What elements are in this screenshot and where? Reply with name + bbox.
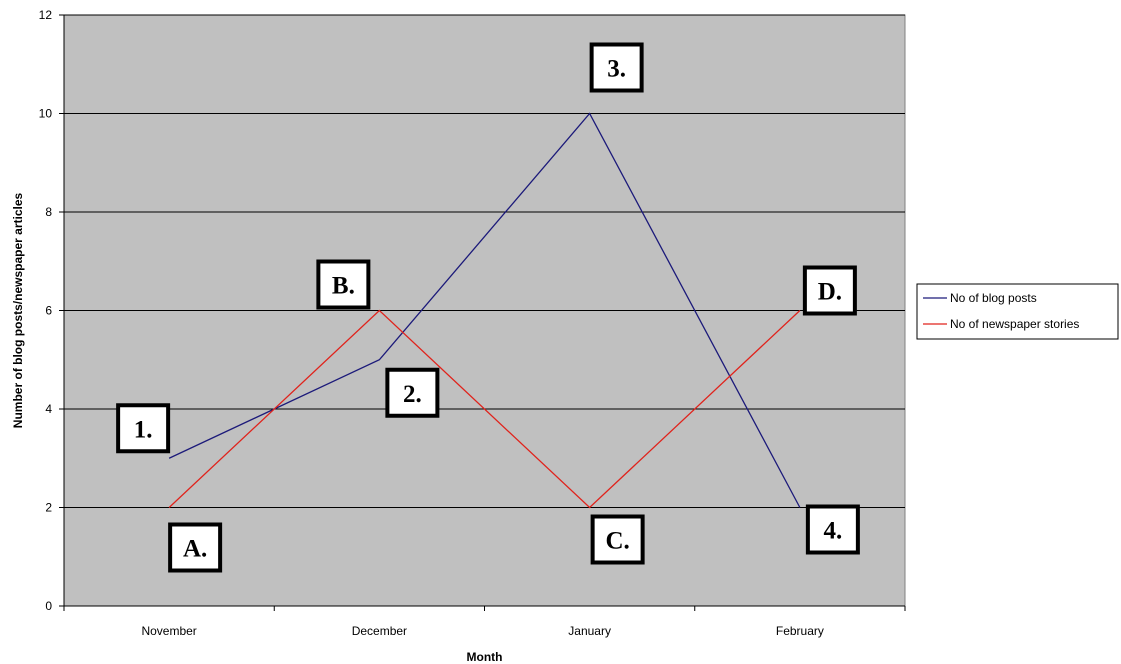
series-lines	[168, 112, 801, 509]
annotation-frame	[590, 514, 645, 565]
annotation-label: B.	[332, 273, 355, 300]
annotation-box: A.	[168, 522, 223, 573]
legend-item-1: No of newspaper stories	[923, 317, 1079, 331]
legend: No of blog posts No of newspaper stories	[916, 283, 1119, 340]
annotation-boxes: 1. 2. 3. 4. A. B. C. D.	[116, 42, 860, 573]
annotation-frame	[802, 265, 857, 316]
y-tick-label: 12	[39, 8, 53, 22]
annotation-label: 1.	[134, 416, 153, 443]
annotation-label: A.	[183, 536, 207, 563]
axes	[59, 14, 906, 611]
annotation-frame	[385, 367, 440, 418]
x-axis-title: Month	[467, 650, 503, 664]
x-tick-label: November	[141, 624, 196, 638]
y-axis-title: Number of blog posts/newspaper articles	[11, 192, 25, 428]
annotation-frame	[116, 403, 171, 454]
x-tick-label: December	[352, 624, 407, 638]
annotation-label: D.	[818, 279, 842, 306]
annotation-box: 4.	[805, 504, 860, 555]
x-tick-labels: November December January February	[141, 624, 823, 638]
annotation-box: 3.	[589, 42, 644, 93]
annotation-frame	[168, 522, 223, 573]
annotation-box: 1.	[116, 403, 171, 454]
legend-label: No of blog posts	[950, 291, 1037, 305]
annotation-label: 2.	[403, 381, 422, 408]
x-tick-label: January	[568, 624, 611, 638]
x-tick-label: February	[776, 624, 824, 638]
annotation-box: 2.	[385, 367, 440, 418]
series-line-1	[168, 309, 801, 509]
y-tick-label: 2	[45, 501, 52, 515]
y-tick-label: 6	[45, 304, 52, 318]
annotation-frame	[316, 259, 371, 310]
legend-item-0: No of blog posts	[923, 291, 1037, 305]
annotation-label: 3.	[607, 56, 626, 83]
annotation-box: B.	[316, 259, 371, 310]
y-tick-labels: 0 2 4 6 8 10 12	[39, 8, 53, 613]
annotation-frame	[805, 504, 860, 555]
annotation-box: C.	[590, 514, 645, 565]
annotation-frame	[589, 42, 644, 93]
annotation-label: 4.	[824, 518, 843, 545]
y-tick-label: 10	[39, 107, 53, 121]
gridlines	[64, 14, 905, 508]
legend-box	[916, 283, 1119, 340]
annotation-label: C.	[605, 528, 629, 555]
legend-label: No of newspaper stories	[950, 317, 1079, 331]
y-tick-label: 0	[45, 599, 52, 613]
annotation-box: D.	[802, 265, 857, 316]
y-tick-label: 4	[45, 402, 52, 416]
y-tick-label: 8	[45, 205, 52, 219]
